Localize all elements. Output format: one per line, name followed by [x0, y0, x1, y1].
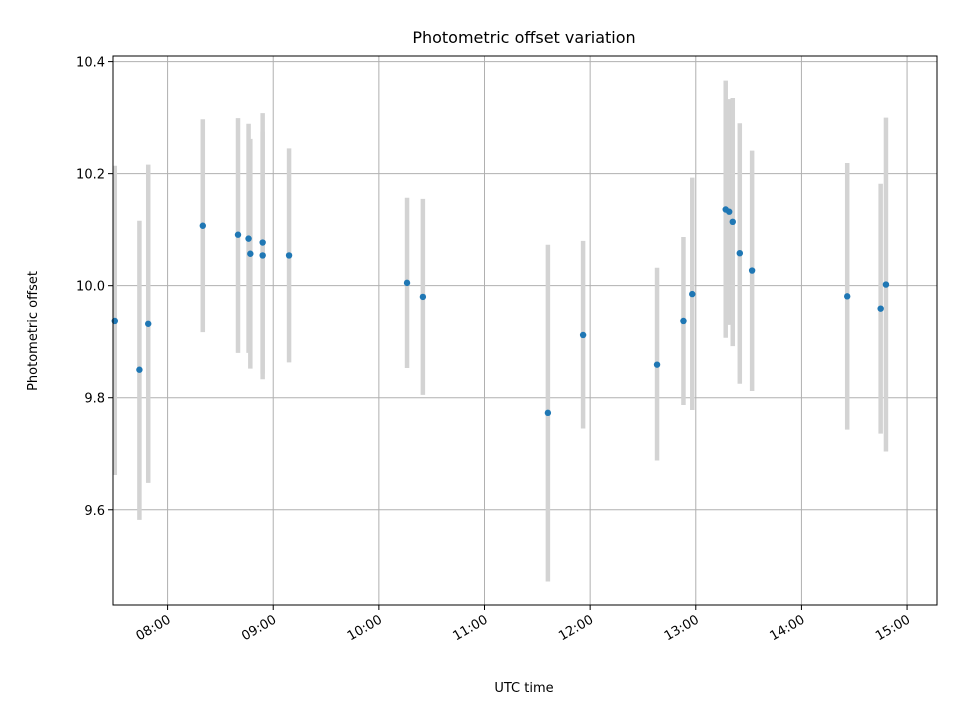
x-tick-label: 12:00: [556, 612, 596, 644]
y-axis: 9.6 9.8 10.0 10.2 10.4: [76, 56, 113, 519]
data-point: [285, 252, 293, 259]
data-point: [748, 267, 756, 274]
chart-title: Photometric offset variation: [412, 28, 635, 47]
y-tick-label: 10.0: [76, 280, 105, 295]
data-point: [653, 361, 661, 368]
error-bars: [112, 80, 889, 582]
data-point: [136, 366, 143, 373]
data-point: [877, 305, 884, 312]
data-point: [689, 290, 696, 298]
data-point: [844, 293, 851, 300]
x-tick-label: 13:00: [662, 612, 702, 644]
data-point: [259, 239, 266, 246]
data-point: [145, 320, 152, 327]
data-point: [234, 231, 242, 238]
x-tick-label: 08:00: [134, 612, 174, 644]
x-axis: 08:00 09:00 10:00 11:00 12:00 13:00 14:00 15:00: [134, 605, 913, 644]
x-tick-label: 11:00: [451, 612, 491, 644]
data-point: [729, 218, 736, 226]
x-tick-label: 15:00: [873, 612, 913, 644]
data-point: [259, 252, 266, 259]
data-points: [111, 206, 890, 417]
data-point: [247, 250, 254, 257]
data-point: [882, 281, 890, 288]
y-tick-label: 10.2: [76, 168, 105, 183]
data-point: [726, 208, 733, 215]
x-axis-label: UTC time: [494, 681, 553, 696]
data-point: [199, 222, 206, 229]
x-tick-label: 09:00: [239, 612, 279, 644]
data-point: [579, 331, 587, 339]
y-tick-label: 9.8: [84, 392, 105, 407]
data-point: [245, 235, 252, 242]
plot-frame: [112, 55, 938, 606]
data-point: [403, 279, 411, 287]
data-point: [419, 293, 427, 301]
data-point: [736, 249, 744, 257]
data-point: [680, 317, 687, 325]
x-tick-label: 10:00: [345, 612, 385, 644]
y-axis-label: Photometric offset: [26, 271, 41, 391]
y-tick-label: 9.6: [84, 504, 105, 519]
y-tick-label: 10.4: [76, 56, 105, 71]
x-tick-label: 14:00: [767, 612, 807, 644]
data-point: [544, 409, 552, 417]
